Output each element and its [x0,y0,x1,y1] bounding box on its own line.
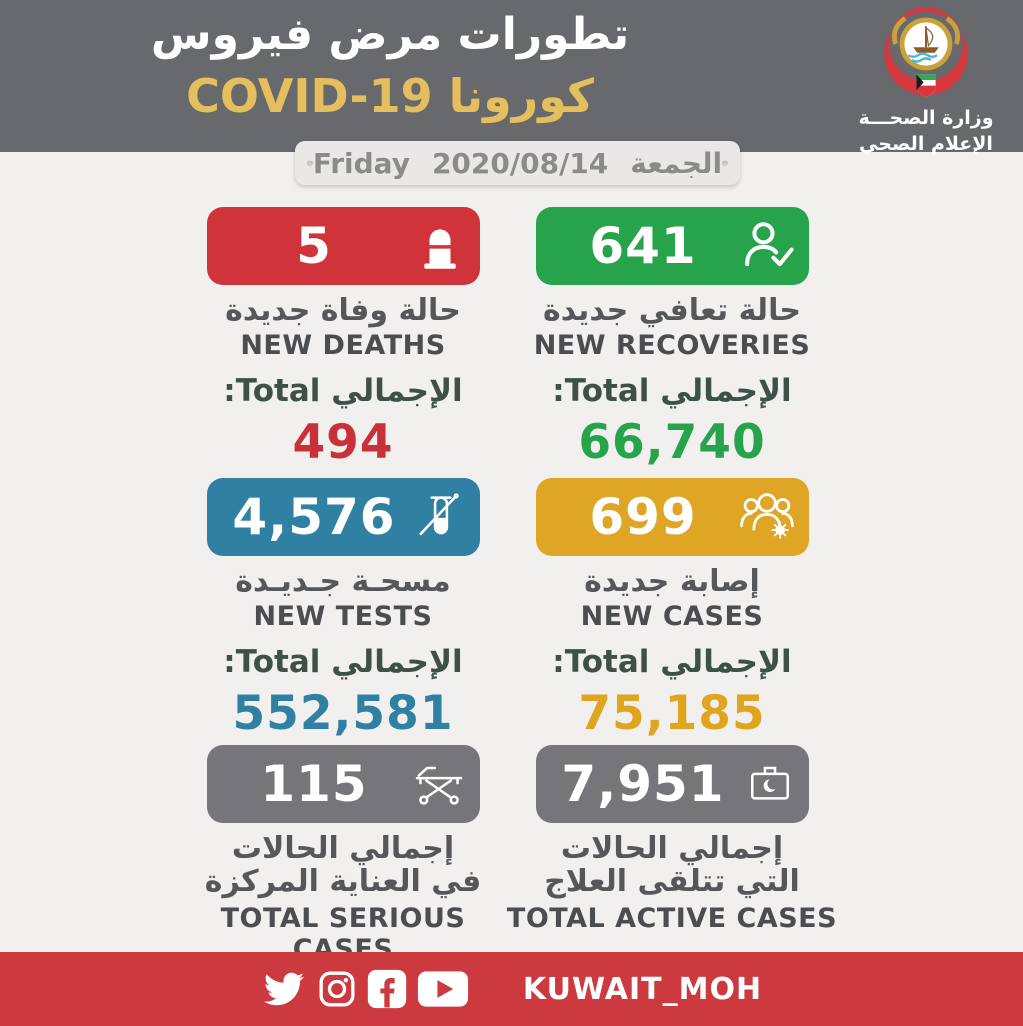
active-cases-card: 7,951 [535,745,809,823]
stretcher-icon [415,766,462,805]
new-cases-card: 699 [535,478,809,556]
moh-emblem-icon [884,7,968,98]
active-cases-label-en: TOTAL ACTIVE CASES [506,902,838,934]
new-deaths-card: 5 [206,207,480,285]
new-tests-label-ar: مسحـة جـديـدة [235,564,451,599]
serious-cases-label-en: TOTAL SERIOUS CASES [220,902,466,965]
new-recoveries-total: 66,740 [578,415,766,470]
serious-cases-value: 115 [260,755,368,813]
people-virus-icon [739,493,794,539]
new-deaths-total: 494 [292,415,394,470]
date-bar: Friday 2020/08/14 الجمعة [295,141,740,185]
new-recoveries-value: 641 [589,217,697,275]
test-tube-icon [418,493,459,536]
new-recoveries-card: 641 [535,207,809,285]
new-tests-total-label: الإجمالي Total: [223,644,463,680]
header: تطورات مرض فيروس كورونا COVID-19 [0,0,1023,155]
new-deaths-label-en: NEW DEATHS [240,330,446,361]
active-cases-label-ar2: التي تتلقى العلاج [544,864,800,899]
new-tests-total: 552,581 [232,686,454,741]
new-recoveries-total-label: الإجمالي Total: [552,373,792,409]
new-cases-label-ar: إصابة جديدة [584,564,760,599]
instagram-icon[interactable] [317,969,357,1009]
new-tests-card: 4,576 [206,478,480,556]
date-value: 2020/08/14 [431,146,609,180]
ministry-department: الإعلام الصحي [859,132,993,155]
serious-cases-label-ar2: في العناية المركزة [204,864,482,899]
serious-cases-card: 115 [206,745,480,823]
page-title-arabic: تطورات مرض فيروس [150,9,630,60]
new-recoveries-label-ar: حالة تعافي جديدة [543,293,801,328]
medical-bag-icon [750,766,789,800]
new-cases-total-label: الإجمالي Total: [552,644,792,680]
facebook-icon[interactable] [367,969,407,1009]
active-cases-label-ar1: إجمالي الحالات [560,831,784,866]
weekday-english: Friday [312,146,410,180]
new-cases-label-en: NEW CASES [580,601,764,632]
tombstone-icon [423,229,456,269]
new-cases-value: 699 [589,488,697,546]
weekday-arabic: الجمعة [630,146,723,180]
new-deaths-total-label: الإجمالي Total: [223,373,463,409]
calendar-icon [307,160,313,166]
new-tests-value: 4,576 [232,488,396,546]
new-recoveries-label-en: NEW RECOVERIES [533,330,811,361]
youtube-icon[interactable] [417,969,469,1009]
calendar-icon [722,160,728,166]
ministry-name: وزارة الصحـــة [858,107,994,129]
social-handle[interactable]: KUWAIT_MOH [522,971,763,1007]
person-check-icon [744,222,794,267]
new-deaths-label-ar: حالة وفاة جديدة [225,293,461,328]
stat-new-cases: 699 إصابة جديدة NEW CASES الإجمالي Total… [497,478,847,741]
new-deaths-value: 5 [296,217,332,275]
stat-new-deaths: 5 حالة وفاة جديدة NEW DEATHS الإجمالي To… [168,207,518,470]
stat-active-cases: 7,951 إجمالي الحالات التي تتلقى العلاج T… [497,745,847,934]
ministry-logo: وزارة الصحـــة الإعلام الصحي [851,4,1001,157]
new-tests-label-en: NEW TESTS [253,601,433,632]
stat-new-recoveries: 641 حالة تعافي جديدة NEW RECOVERIES الإج… [497,207,847,470]
new-cases-total: 75,185 [578,686,766,741]
serious-cases-label-ar1: إجمالي الحالات [231,831,455,866]
page-title-covid: كورونا COVID-19 [186,68,594,123]
stat-serious-cases: 115 إجمالي الحالات في العناية المركزة TO… [168,745,518,965]
footer: KUWAIT_MOH [0,952,1023,1026]
twitter-icon[interactable] [261,969,307,1009]
active-cases-value: 7,951 [561,755,725,813]
stat-new-tests: 4,576 مسحـة جـديـدة NEW TESTS الإجمالي T… [168,478,518,741]
